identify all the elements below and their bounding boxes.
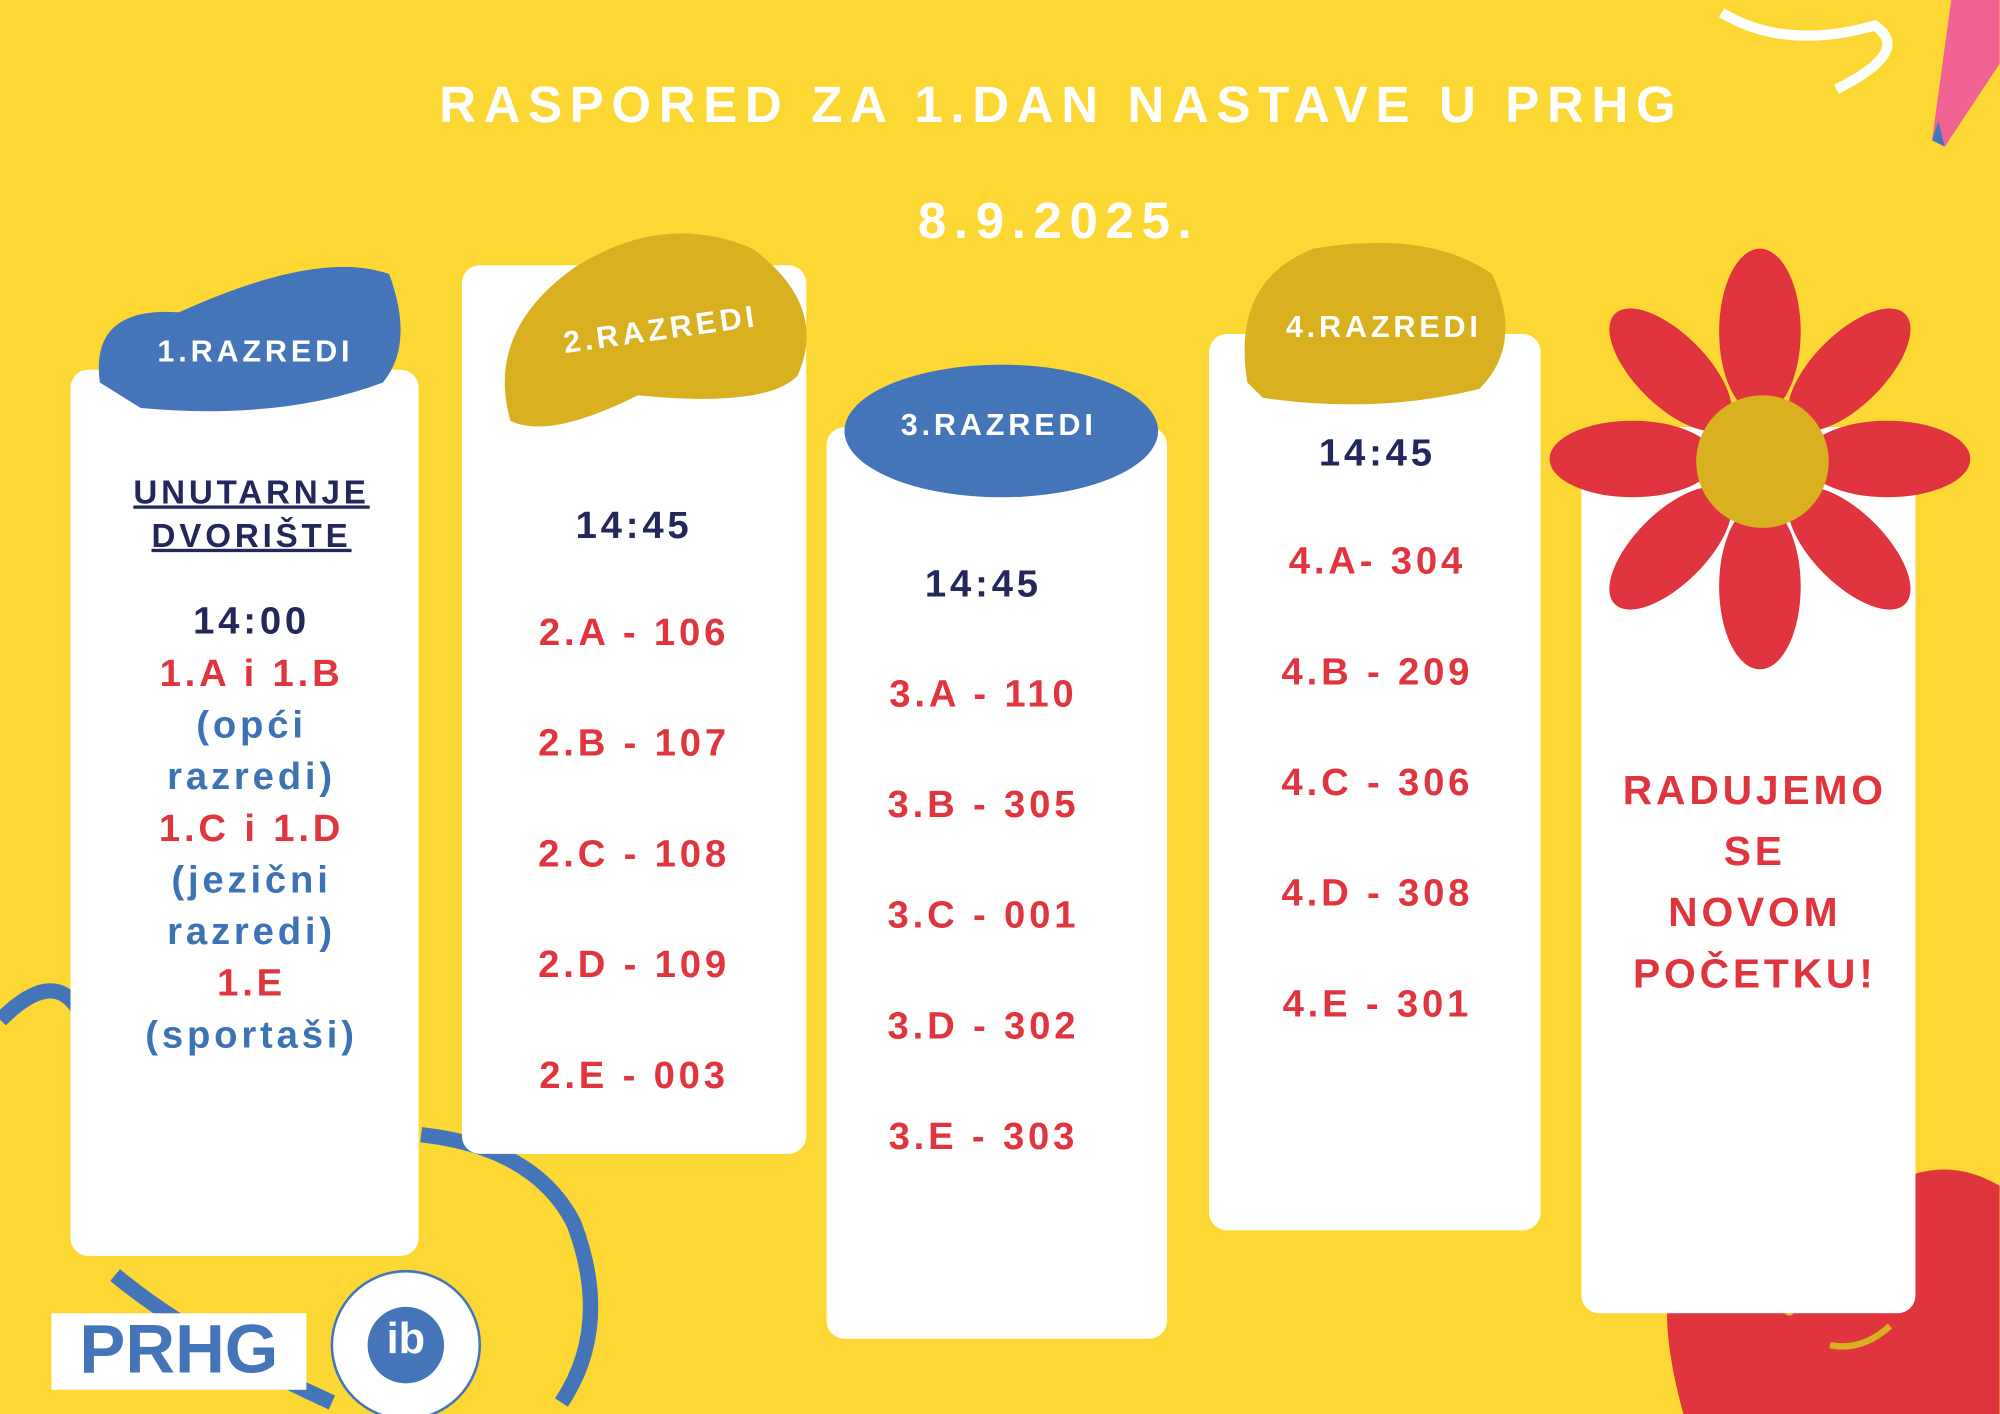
room: 3.D - 302 <box>888 1004 1080 1047</box>
class-note: razredi) <box>167 910 336 953</box>
logo-box <box>51 1313 307 1390</box>
title: RASPORED ZA 1.DAN NASTAVE U PRHG <box>439 76 1683 133</box>
class-note: razredi) <box>167 755 336 798</box>
place: DVORIŠTE <box>152 516 352 555</box>
room: 2.B - 107 <box>538 722 730 765</box>
closing-text: NOVOM <box>1668 889 1841 935</box>
room: 4.C - 306 <box>1282 761 1474 804</box>
time: 14:45 <box>1319 431 1436 474</box>
card <box>461 265 807 1154</box>
date: 8.9.2025. <box>918 192 1200 249</box>
closing-text: SE <box>1724 828 1786 874</box>
column-label: 1.RAZREDI <box>157 334 353 368</box>
room: 2.E - 003 <box>539 1054 729 1097</box>
time: 14:45 <box>925 563 1042 606</box>
class-note: (sportaši) <box>145 1013 358 1056</box>
room: 3.B - 305 <box>888 783 1080 826</box>
pencil-decoration <box>1719 0 2000 147</box>
closing-text: POČETKU! <box>1633 950 1877 996</box>
room: 3.C - 001 <box>888 894 1080 937</box>
room: 2.A - 106 <box>539 611 729 654</box>
room: 2.C - 108 <box>538 832 730 875</box>
class-group: 1.A i 1.B <box>160 652 344 695</box>
school-logo: PRHG <box>79 1310 278 1387</box>
closing-text: RADUJEMO <box>1623 767 1887 813</box>
class-note: (jezični <box>171 858 331 901</box>
column-label: 3.RAZREDI <box>901 408 1097 442</box>
room: 3.A - 110 <box>889 672 1077 715</box>
card <box>1581 427 1916 1314</box>
class-note: (opći <box>196 704 306 747</box>
time: 14:00 <box>193 600 310 643</box>
label-blob <box>504 233 807 427</box>
flower-decoration <box>1549 248 1971 670</box>
label-blob <box>844 364 1159 498</box>
class-group: 1.E <box>217 962 286 1005</box>
ib-logo-text: ib <box>387 1315 426 1363</box>
label-blob <box>98 266 401 412</box>
room: 4.B - 209 <box>1282 650 1474 693</box>
card <box>1209 334 1541 1231</box>
place: UNUTARNJE <box>133 474 369 511</box>
room: 4.E - 301 <box>1283 982 1473 1025</box>
time: 14:45 <box>576 504 693 547</box>
room: 2.D - 109 <box>538 943 730 986</box>
column-label: 4.RAZREDI <box>1286 310 1482 344</box>
class-group: 1.C i 1.D <box>159 807 344 850</box>
room: 3.E - 303 <box>889 1115 1079 1158</box>
card <box>826 427 1168 1339</box>
room: 4.D - 308 <box>1282 872 1474 915</box>
room: 4.A- 304 <box>1289 540 1466 583</box>
ib-logo-inner <box>367 1306 445 1384</box>
card <box>70 369 419 1256</box>
label-blob <box>1244 242 1506 405</box>
